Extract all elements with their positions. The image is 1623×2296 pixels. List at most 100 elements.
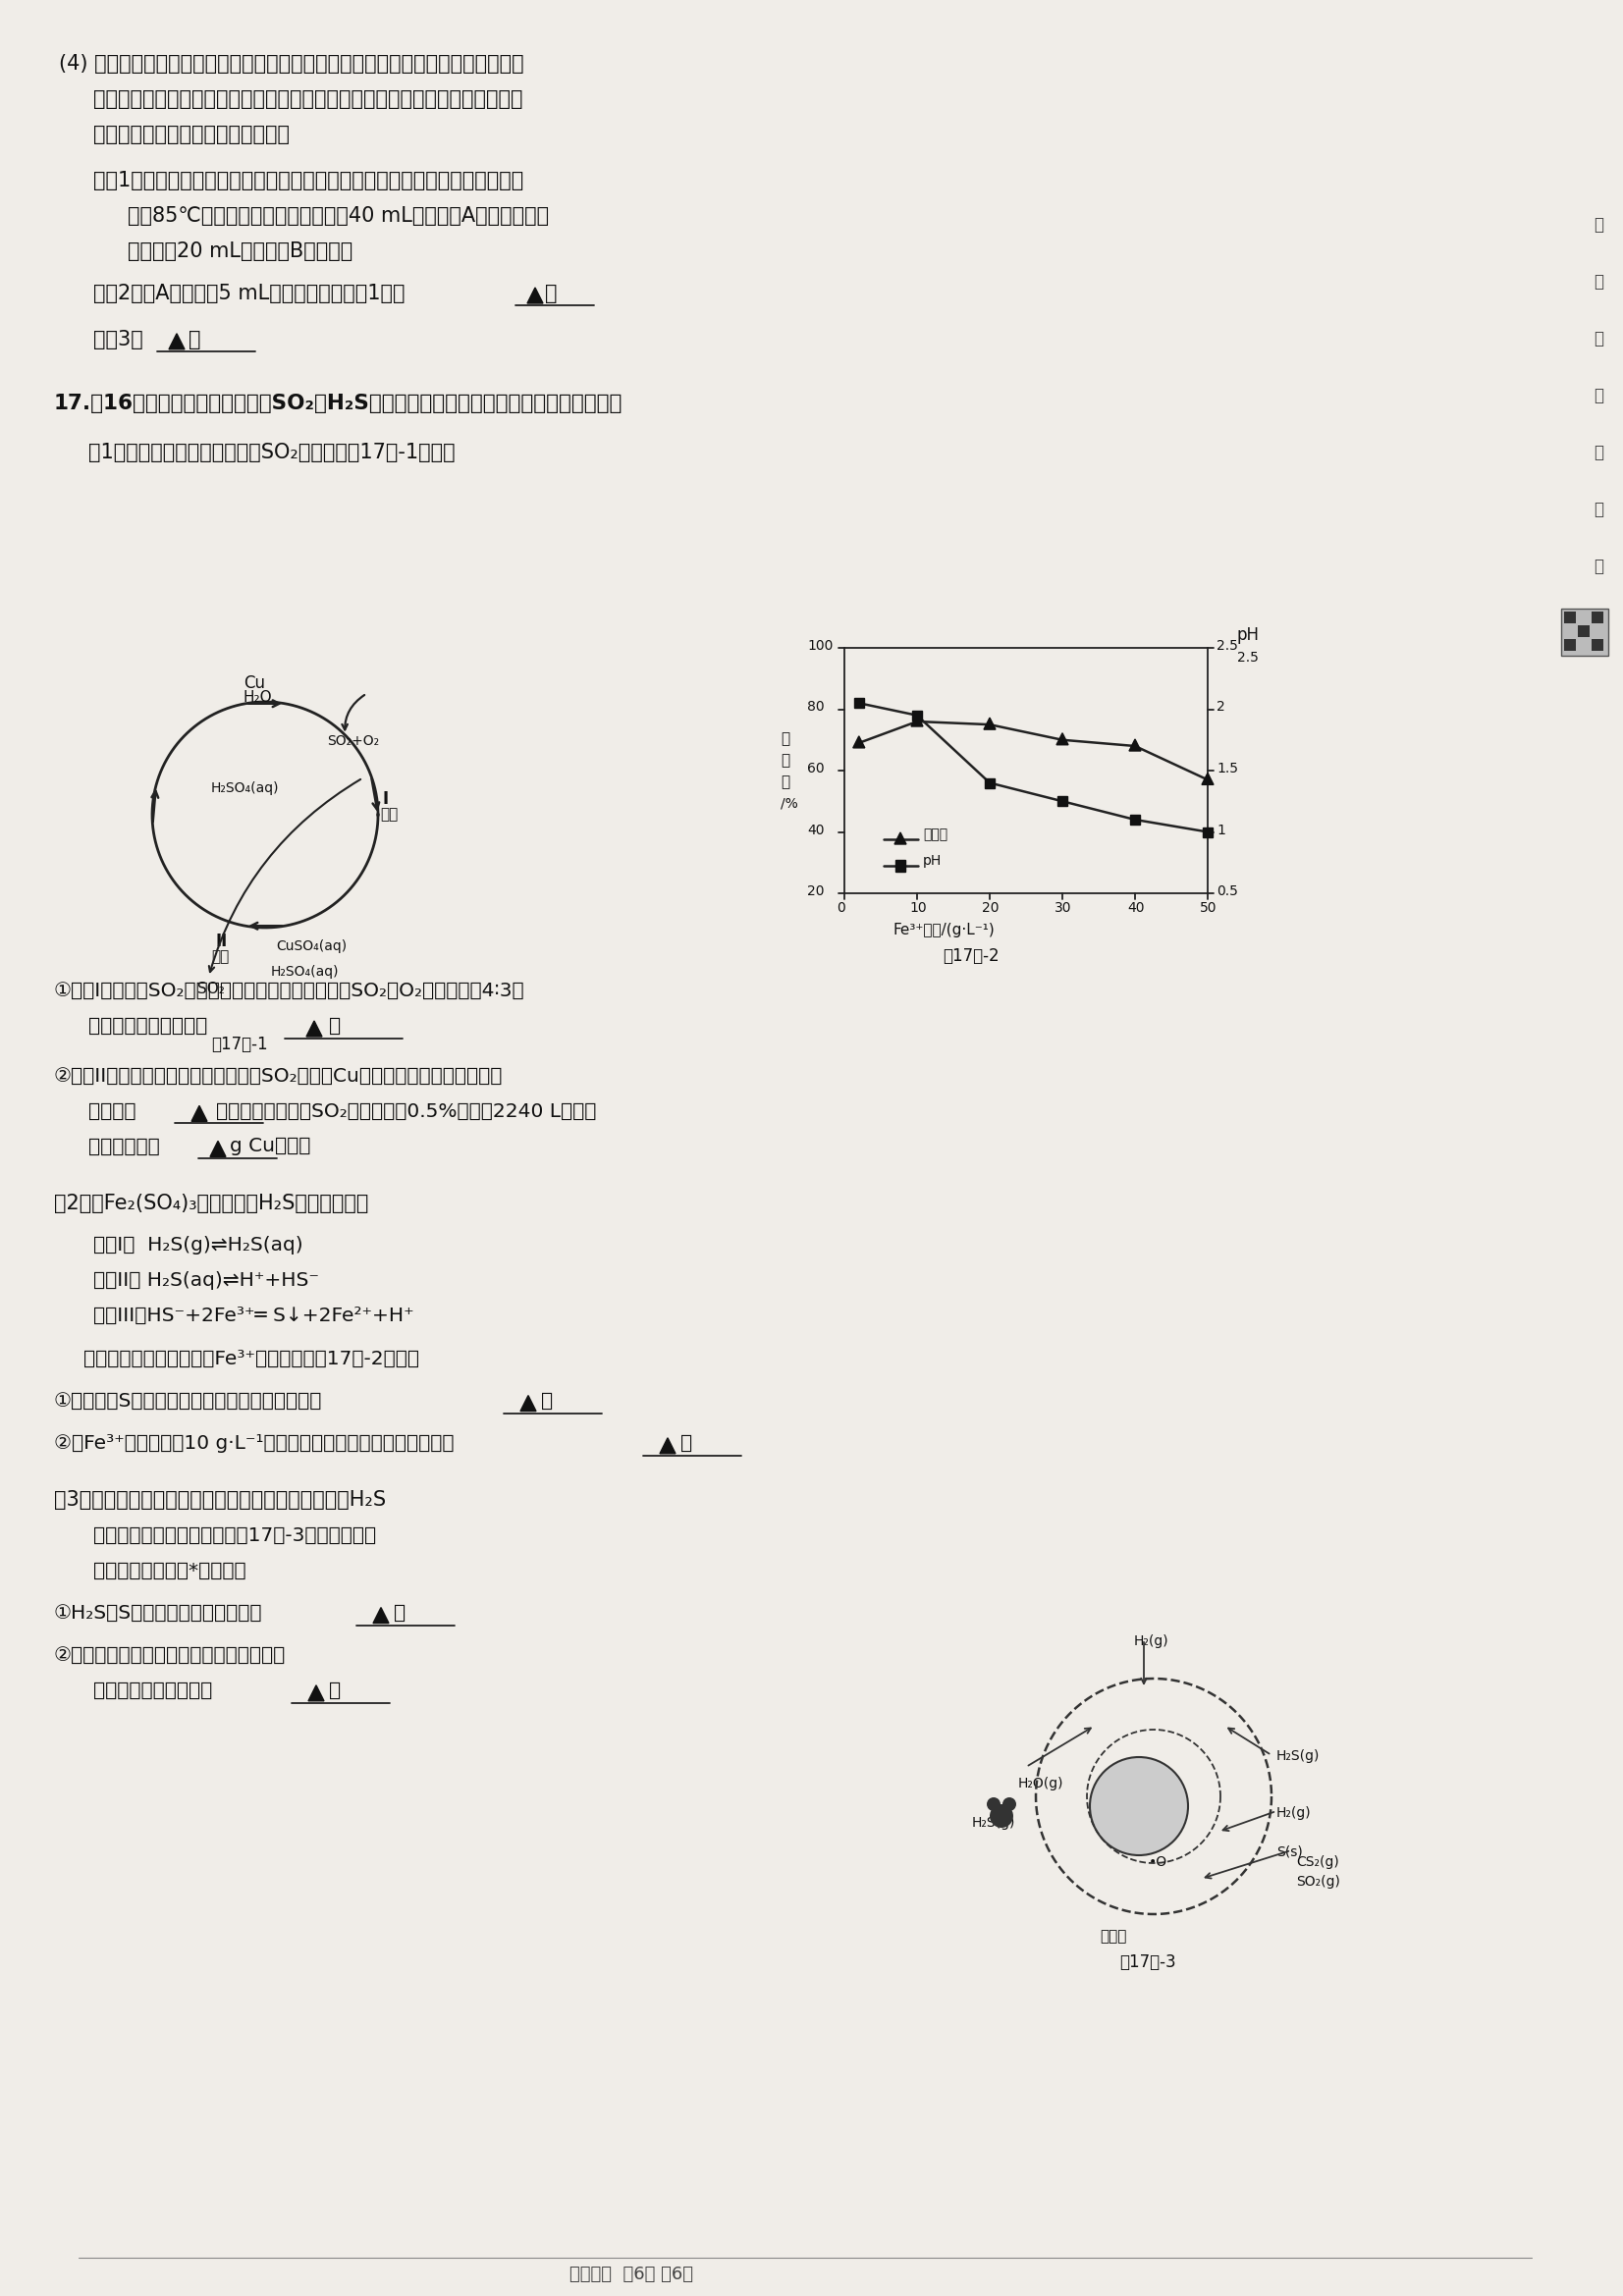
- Text: •O: •O: [1149, 1777, 1167, 1791]
- Text: 2: 2: [1217, 700, 1225, 714]
- Text: 协同脱除，部分反应机理如题17图-3所示（物质吸: 协同脱除，部分反应机理如题17图-3所示（物质吸: [93, 1527, 377, 1545]
- Text: 反应II： H₂S(aq)⇌H⁺+HS⁻: 反应II： H₂S(aq)⇌H⁺+HS⁻: [93, 1272, 320, 1290]
- Polygon shape: [984, 719, 995, 730]
- Text: 全: 全: [1594, 331, 1604, 347]
- Bar: [1578, 625, 1589, 636]
- Text: ①吸收液除S后可进行再生，较经济的再生方法是: ①吸收液除S后可进行再生，较经济的再生方法是: [54, 1391, 323, 1410]
- Polygon shape: [661, 1437, 675, 1453]
- Text: （2）用Fe₂(SO₄)₃吸收液脱除H₂S的原理如下：: （2）用Fe₂(SO₄)₃吸收液脱除H₂S的原理如下：: [54, 1194, 368, 1212]
- Polygon shape: [854, 698, 863, 707]
- Text: pH: pH: [1237, 627, 1259, 643]
- Text: 题17图-1: 题17图-1: [211, 1035, 268, 1054]
- Text: 王: 王: [1594, 443, 1604, 461]
- Polygon shape: [307, 1022, 321, 1035]
- Circle shape: [1091, 1756, 1188, 1855]
- Text: 。: 。: [680, 1435, 693, 1453]
- Text: 能: 能: [1594, 386, 1604, 404]
- Text: SO₂: SO₂: [198, 983, 224, 996]
- Text: 20: 20: [982, 900, 1000, 914]
- Polygon shape: [527, 287, 544, 303]
- Text: 反应式为: 反应式为: [88, 1102, 136, 1120]
- Text: H₂SO₄(aq): H₂SO₄(aq): [211, 781, 279, 794]
- Text: 状况），可使: 状况），可使: [88, 1137, 159, 1155]
- Text: ②从物质转化与资源综合利用角度分析，该: ②从物质转化与资源综合利用角度分析，该: [54, 1646, 286, 1665]
- Text: 则反应的化学方程式为: 则反应的化学方程式为: [88, 1017, 208, 1035]
- Text: SO₂+O₂: SO₂+O₂: [328, 735, 380, 748]
- Text: H₂(g): H₂(g): [1134, 1635, 1169, 1649]
- Text: 。若此过程中除去SO₂体积分数为0.5%的废气2240 L（标准: 。若此过程中除去SO₂体积分数为0.5%的废气2240 L（标准: [216, 1102, 596, 1120]
- Text: 描: 描: [1594, 273, 1604, 292]
- Text: H₂S(g): H₂S(g): [1276, 1750, 1319, 1763]
- Text: 。: 。: [329, 1017, 341, 1035]
- Text: （3）我国科学家研究在活性炭催化条件下将烟气中的H₂S: （3）我国科学家研究在活性炭催化条件下将烟气中的H₂S: [54, 1490, 386, 1511]
- Text: 步骤1：将二草酸合铜酸钾溶液平均分为两份，并将两份溶液放置在热水浴（温: 步骤1：将二草酸合铜酸钾溶液平均分为两份，并将两份溶液放置在热水浴（温: [93, 170, 524, 191]
- Text: 作步骤如下，请补充完整实验方案。: 作步骤如下，请补充完整实验方案。: [93, 124, 289, 145]
- Text: ①过程I是一部分SO₂发生催化氧化反应，若参加反应SO₂和O₂的体积比为4∶3，: ①过程I是一部分SO₂发生催化氧化反应，若参加反应SO₂和O₂的体积比为4∶3，: [54, 983, 524, 1001]
- Text: 步骤3：: 步骤3：: [93, 331, 143, 349]
- Text: 过程初步达到的目的为: 过程初步达到的目的为: [93, 1681, 213, 1699]
- Text: 题17图-2: 题17图-2: [943, 948, 1000, 964]
- Text: 高二化学  第6页 共6页: 高二化学 第6页 共6页: [570, 2266, 693, 2282]
- Polygon shape: [192, 1107, 208, 1120]
- Text: /%: /%: [781, 797, 799, 810]
- Text: 創: 創: [1594, 501, 1604, 519]
- Text: 0: 0: [836, 900, 846, 914]
- Polygon shape: [912, 709, 922, 721]
- Text: •O: •O: [1149, 1855, 1167, 1869]
- Polygon shape: [1201, 774, 1214, 785]
- Text: ②过程II利用电化学装置吸收另一部分SO₂，使得Cu再生，该过程中阳极的电极: ②过程II利用电化学装置吸收另一部分SO₂，使得Cu再生，该过程中阳极的电极: [54, 1065, 503, 1086]
- Text: 步骤2：从A溶液中取5 mL于试管中，编号为1号，: 步骤2：从A溶液中取5 mL于试管中，编号为1号，: [93, 285, 406, 303]
- Bar: [1592, 611, 1604, 622]
- Text: H₂S(g): H₂S(g): [972, 1816, 1016, 1830]
- Text: Cu: Cu: [243, 675, 265, 691]
- Text: II: II: [216, 932, 229, 951]
- Text: •H: •H: [1149, 1795, 1167, 1809]
- Text: 反应I：  H₂S(g)⇌H₂S(aq): 反应I： H₂S(g)⇌H₂S(aq): [93, 1235, 304, 1254]
- Polygon shape: [896, 861, 906, 872]
- Polygon shape: [911, 714, 923, 726]
- Polygon shape: [308, 1685, 325, 1701]
- Text: SO₂(g): SO₂(g): [1297, 1876, 1341, 1890]
- Text: 建: 建: [1594, 558, 1604, 576]
- Text: ②当Fe³⁺的浓度大于10 g·L⁻¹时，浓度越大，脱硫率越低的原因是: ②当Fe³⁺的浓度大于10 g·L⁻¹时，浓度越大，脱硫率越低的原因是: [54, 1435, 454, 1453]
- Text: 度为85℃）中蒸发浓缩，一份浓缩至40 mL（标记为A溶液），另一: 度为85℃）中蒸发浓缩，一份浓缩至40 mL（标记为A溶液），另一: [128, 207, 549, 225]
- Text: I: I: [383, 790, 390, 808]
- Text: 掃: 掃: [1594, 216, 1604, 234]
- Text: 100: 100: [807, 638, 833, 652]
- Polygon shape: [169, 333, 185, 349]
- Text: S(g): S(g): [1159, 1807, 1186, 1821]
- Polygon shape: [1058, 797, 1068, 806]
- Polygon shape: [1130, 739, 1141, 751]
- Polygon shape: [854, 737, 865, 748]
- FancyBboxPatch shape: [1561, 608, 1608, 657]
- Text: 反应III：HS⁻+2Fe³⁺═ S↓+2Fe²⁺+H⁺: 反应III：HS⁻+2Fe³⁺═ S↓+2Fe²⁺+H⁺: [93, 1306, 414, 1325]
- Text: 。: 。: [188, 331, 201, 349]
- Text: 50: 50: [1199, 900, 1217, 914]
- Text: CS₂(g): CS₂(g): [1297, 1855, 1339, 1869]
- Text: ①H₂S中S元素的转化过程可描述为: ①H₂S中S元素的转化过程可描述为: [54, 1603, 263, 1623]
- Text: 40: 40: [807, 822, 824, 836]
- Bar: [1565, 611, 1576, 622]
- Text: pH: pH: [923, 854, 941, 868]
- Text: 30: 30: [1055, 900, 1071, 914]
- Text: 题17图-3: 题17图-3: [1120, 1954, 1177, 1970]
- Text: 。: 。: [394, 1603, 406, 1623]
- Text: Fe³⁺浓度/(g·L⁻¹): Fe³⁺浓度/(g·L⁻¹): [894, 923, 995, 937]
- Text: 20: 20: [807, 884, 824, 898]
- Polygon shape: [894, 833, 906, 845]
- Text: 脱硫率: 脱硫率: [923, 827, 948, 840]
- Text: 一定条件下测得脱硫率与Fe³⁺浓度关系如题17图-2所示。: 一定条件下测得脱硫率与Fe³⁺浓度关系如题17图-2所示。: [83, 1350, 419, 1368]
- Polygon shape: [373, 1607, 390, 1623]
- Text: 1.5: 1.5: [1217, 762, 1238, 776]
- Text: H₂O(g): H₂O(g): [1018, 1777, 1063, 1791]
- Polygon shape: [1203, 827, 1212, 836]
- Text: （1）除去燃煤产生的废气中的SO₂的过程如题17图-1所示。: （1）除去燃煤产生的废气中的SO₂的过程如题17图-1所示。: [88, 443, 454, 461]
- Text: 。: 。: [545, 285, 557, 303]
- Text: 活性炭: 活性炭: [1100, 1929, 1126, 1945]
- Text: 浓缩，并取相同体积的同一溶液于室温或冰水中冷却，观察晶型的形成。具体操: 浓缩，并取相同体积的同一溶液于室温或冰水中冷却，观察晶型的形成。具体操: [93, 90, 523, 108]
- Text: 2.5: 2.5: [1237, 650, 1258, 664]
- Circle shape: [990, 1805, 1013, 1828]
- Polygon shape: [1057, 732, 1068, 744]
- Polygon shape: [985, 778, 995, 788]
- Text: CuSO₄(aq): CuSO₄(aq): [276, 939, 347, 953]
